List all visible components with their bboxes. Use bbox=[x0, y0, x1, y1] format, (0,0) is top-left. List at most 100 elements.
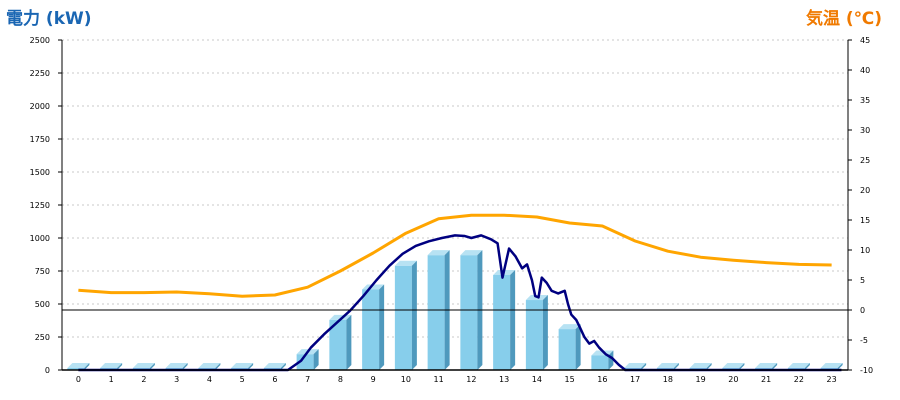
x-tick-label: 2 bbox=[141, 375, 146, 384]
x-tick-label: 0 bbox=[76, 375, 81, 384]
x-tick-label: 5 bbox=[240, 375, 245, 384]
bar-side bbox=[182, 363, 188, 370]
x-tick-label: 10 bbox=[401, 375, 411, 384]
bar-hour-16 bbox=[591, 350, 614, 370]
bar-top bbox=[362, 284, 385, 290]
bar-side bbox=[739, 363, 745, 370]
bar-hour-9 bbox=[362, 284, 385, 370]
bar-side bbox=[280, 363, 286, 370]
x-tick-label: 22 bbox=[794, 375, 804, 384]
x-tick-label: 18 bbox=[663, 375, 673, 384]
bar-front bbox=[558, 329, 576, 370]
bar-side bbox=[411, 260, 417, 370]
bar-front bbox=[591, 355, 609, 370]
bar-top bbox=[67, 363, 90, 368]
series-lines bbox=[78, 213, 842, 372]
power-bars bbox=[67, 250, 843, 370]
bar-top bbox=[231, 363, 254, 368]
bar-top bbox=[558, 324, 581, 330]
bar-front bbox=[329, 319, 347, 370]
x-tick-label: 1 bbox=[109, 375, 114, 384]
right-tick-label: 15 bbox=[860, 216, 870, 225]
x-tick-label: 23 bbox=[827, 375, 837, 384]
bar-top bbox=[656, 363, 679, 368]
right-tick-label: 35 bbox=[860, 96, 870, 105]
bar-side bbox=[117, 363, 123, 370]
x-tick-label: 6 bbox=[272, 375, 277, 384]
bar-front bbox=[460, 255, 478, 370]
x-tick-label: 21 bbox=[761, 375, 771, 384]
right-tick-label: 0 bbox=[860, 306, 865, 315]
bar-side bbox=[248, 363, 254, 370]
x-tick-label: 8 bbox=[338, 375, 343, 384]
right-tick-label: -10 bbox=[860, 366, 873, 375]
bar-side bbox=[706, 363, 712, 370]
bar-top bbox=[198, 363, 221, 368]
x-tick-label: 19 bbox=[696, 375, 706, 384]
left-tick-label: 500 bbox=[35, 300, 50, 309]
grid-lines bbox=[62, 39, 848, 338]
bar-side bbox=[313, 349, 319, 370]
bar-hour-0 bbox=[67, 363, 90, 370]
x-tick-label: 7 bbox=[305, 375, 310, 384]
bar-hour-14 bbox=[525, 295, 548, 370]
bar-front bbox=[394, 265, 412, 370]
left-tick-label: 1250 bbox=[30, 201, 50, 210]
bar-hour-10 bbox=[394, 260, 417, 370]
right-tick-label: 45 bbox=[860, 36, 870, 45]
right-axis-title: 気温 (℃) bbox=[805, 9, 882, 29]
bar-top bbox=[165, 363, 188, 368]
bar-side bbox=[804, 363, 810, 370]
bar-front bbox=[296, 354, 314, 370]
left-tick-label: 2000 bbox=[30, 102, 50, 111]
bar-front bbox=[525, 300, 543, 370]
left-tick-label: 2250 bbox=[30, 69, 50, 78]
left-tick-label: 1500 bbox=[30, 168, 50, 177]
right-tick-label: -5 bbox=[860, 336, 868, 345]
bar-top bbox=[689, 363, 712, 368]
bar-side bbox=[837, 363, 843, 370]
right-tick-label: 5 bbox=[860, 276, 865, 285]
x-tick-label: 11 bbox=[434, 375, 444, 384]
bar-side bbox=[575, 324, 581, 370]
bar-front bbox=[493, 274, 511, 370]
left-tick-label: 750 bbox=[35, 267, 50, 276]
x-tick-label: 15 bbox=[565, 375, 575, 384]
left-tick-label: 1750 bbox=[30, 135, 50, 144]
right-tick-label: 30 bbox=[860, 126, 870, 135]
bar-top bbox=[132, 363, 155, 368]
bar-side bbox=[673, 363, 679, 370]
bar-side bbox=[215, 363, 221, 370]
bar-side bbox=[84, 363, 90, 370]
x-tick-label: 3 bbox=[174, 375, 179, 384]
bar-top bbox=[624, 363, 647, 368]
left-tick-label: 1000 bbox=[30, 234, 50, 243]
bar-top bbox=[787, 363, 810, 368]
x-tick-label: 9 bbox=[371, 375, 376, 384]
bar-top bbox=[820, 363, 843, 368]
bar-top bbox=[263, 363, 286, 368]
bar-side bbox=[641, 363, 647, 370]
left-tick-label: 2500 bbox=[30, 36, 50, 45]
bar-top bbox=[755, 363, 778, 368]
right-tick-label: 25 bbox=[860, 156, 870, 165]
x-tick-label: 16 bbox=[597, 375, 607, 384]
temperature-line bbox=[78, 213, 832, 298]
power-line bbox=[78, 234, 842, 372]
right-tick-label: 20 bbox=[860, 186, 870, 195]
bar-front bbox=[362, 289, 380, 370]
x-tick-label: 13 bbox=[499, 375, 509, 384]
bar-front bbox=[427, 255, 445, 370]
bar-top bbox=[394, 260, 417, 266]
bar-side bbox=[149, 363, 155, 370]
x-tick-label: 14 bbox=[532, 375, 542, 384]
tick-labels: 02505007501000125015001750200022502500-1… bbox=[30, 36, 873, 384]
bar-hour-13 bbox=[493, 269, 516, 370]
bar-side bbox=[772, 363, 778, 370]
right-tick-label: 10 bbox=[860, 246, 870, 255]
bar-side bbox=[510, 269, 516, 370]
bar-side bbox=[379, 284, 385, 370]
bar-top bbox=[722, 363, 745, 368]
bar-side bbox=[346, 314, 352, 370]
right-tick-label: 40 bbox=[860, 66, 870, 75]
